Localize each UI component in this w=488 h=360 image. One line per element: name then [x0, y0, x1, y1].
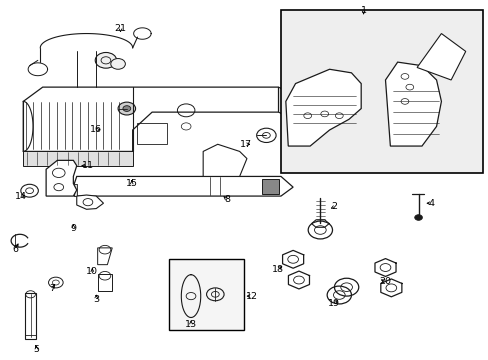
Polygon shape [285, 69, 361, 146]
Text: 14: 14 [15, 192, 27, 201]
Polygon shape [98, 274, 112, 291]
Circle shape [118, 102, 135, 115]
Polygon shape [261, 179, 278, 194]
Text: 7: 7 [49, 284, 55, 293]
Circle shape [111, 59, 125, 69]
Polygon shape [98, 248, 112, 265]
Polygon shape [74, 184, 77, 196]
Bar [169, 258, 244, 330]
Text: 19: 19 [327, 299, 339, 308]
Text: 13: 13 [184, 320, 197, 329]
Polygon shape [46, 160, 77, 196]
Polygon shape [23, 152, 132, 166]
Polygon shape [416, 33, 465, 80]
Polygon shape [278, 87, 292, 119]
Polygon shape [203, 144, 246, 176]
Text: 17: 17 [240, 140, 251, 149]
Text: 8: 8 [224, 195, 230, 204]
Text: 18: 18 [271, 265, 283, 274]
Text: 6: 6 [12, 245, 18, 254]
Polygon shape [77, 195, 103, 209]
Circle shape [256, 128, 276, 143]
Polygon shape [74, 176, 292, 196]
Bar [281, 10, 482, 173]
Circle shape [95, 53, 116, 68]
Text: 9: 9 [70, 224, 76, 233]
Polygon shape [25, 293, 36, 339]
Text: 5: 5 [33, 345, 40, 354]
Circle shape [414, 215, 422, 220]
Text: 20: 20 [379, 277, 391, 286]
Text: 10: 10 [86, 267, 98, 276]
Circle shape [122, 106, 130, 111]
Polygon shape [23, 87, 278, 152]
Text: 12: 12 [245, 292, 257, 301]
Text: 3: 3 [93, 295, 99, 304]
Text: 2: 2 [331, 202, 337, 211]
Text: 21: 21 [114, 24, 126, 33]
Text: 16: 16 [90, 126, 102, 135]
Text: 15: 15 [125, 179, 138, 188]
Text: 1: 1 [360, 6, 366, 15]
Polygon shape [385, 62, 441, 146]
Text: 4: 4 [428, 199, 434, 208]
Text: 11: 11 [82, 161, 94, 170]
